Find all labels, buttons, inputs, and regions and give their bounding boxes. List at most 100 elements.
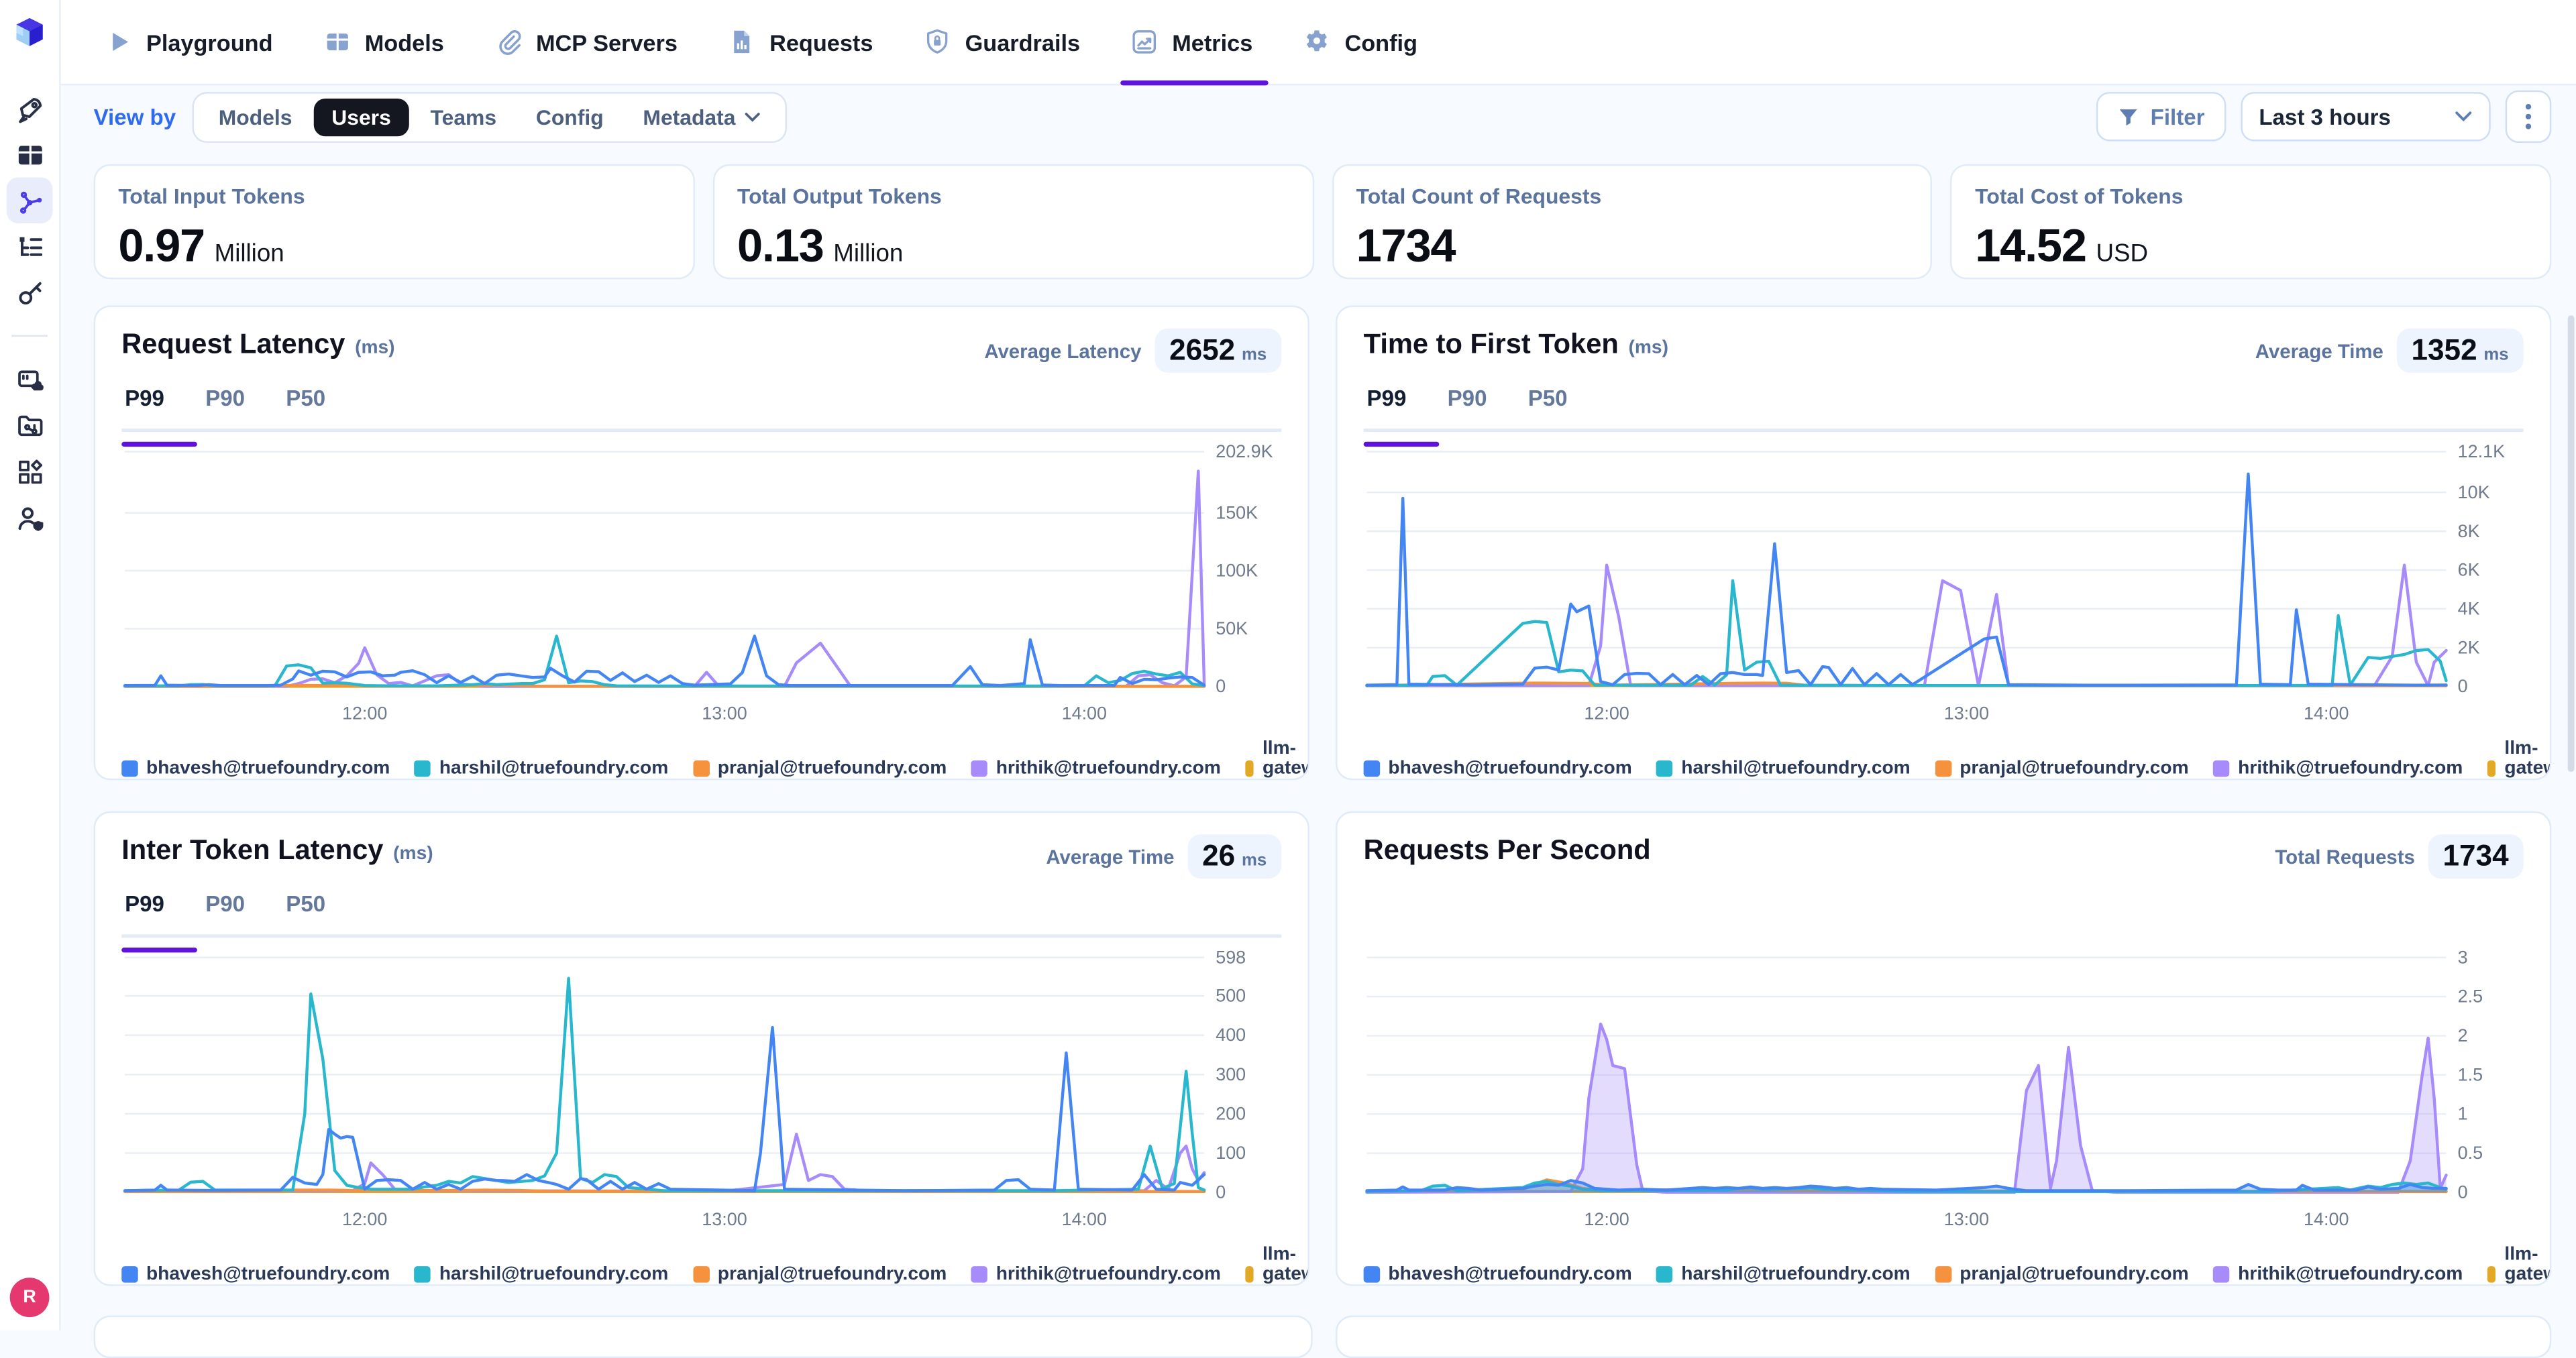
legend-swatch bbox=[1935, 760, 1951, 777]
nav-guardrails[interactable]: Guardrails bbox=[924, 0, 1080, 84]
chart-legend: bhavesh@truefoundry.com harshil@truefound… bbox=[1363, 739, 2550, 779]
nav-config[interactable]: Config bbox=[1303, 0, 1417, 84]
area-chart: 0 0.5 1 1.5 2 2.5 3 12:00 13:00 14:00 bbox=[1364, 943, 2524, 1232]
tab-p50[interactable]: P50 bbox=[1527, 386, 1568, 411]
legend-item[interactable]: bhavesh@truefoundry.com bbox=[1363, 1265, 1632, 1284]
svg-text:2: 2 bbox=[2458, 1025, 2468, 1045]
tab-p90[interactable]: P90 bbox=[205, 891, 246, 917]
legend-item[interactable]: pranjal@truefoundry.com bbox=[1935, 758, 2189, 779]
average-stat-pill: Average Time 1352 ms bbox=[2255, 328, 2524, 373]
models-grid-icon bbox=[327, 33, 348, 50]
folder-flow-icon[interactable] bbox=[7, 402, 53, 449]
svg-text:14:00: 14:00 bbox=[2304, 703, 2349, 724]
svg-text:14:00: 14:00 bbox=[2304, 1209, 2349, 1229]
legend-swatch bbox=[2487, 760, 2497, 777]
nav-metrics[interactable]: Metrics bbox=[1121, 0, 1269, 85]
legend-item[interactable]: pranjal@truefoundry.com bbox=[1935, 1264, 2189, 1285]
svg-text:12:00: 12:00 bbox=[1584, 703, 1629, 724]
paperclip-icon bbox=[499, 30, 522, 55]
svg-text:0.5: 0.5 bbox=[2458, 1143, 2483, 1163]
legend-item[interactable]: llm-gateway-tester bbox=[1245, 1245, 1307, 1284]
user-shield-icon[interactable] bbox=[7, 494, 53, 541]
chart-title: Time to First Token bbox=[1363, 328, 1619, 360]
nav-requests[interactable]: Requests bbox=[729, 0, 873, 84]
app-logo[interactable] bbox=[10, 11, 50, 51]
legend-item[interactable]: harshil@truefoundry.com bbox=[415, 1265, 668, 1284]
apps-diamond-icon[interactable] bbox=[7, 449, 53, 495]
svg-text:2K: 2K bbox=[2458, 637, 2480, 657]
legend-item[interactable]: bhavesh@truefoundry.com bbox=[121, 1265, 390, 1284]
legend-item[interactable]: hrithik@truefoundry.com bbox=[971, 1265, 1221, 1284]
legend-swatch bbox=[1245, 760, 1254, 777]
legend-item[interactable]: harshil@truefoundry.com bbox=[415, 758, 668, 779]
svg-text:100K: 100K bbox=[1216, 561, 1258, 581]
line-chart: 0 100 200 300 400 500 598 12:00 13:00 14:00 bbox=[121, 943, 1281, 1232]
legend-item[interactable]: hrithik@truefoundry.com bbox=[971, 758, 1221, 779]
legend-item[interactable]: llm-gateway-tester bbox=[2487, 739, 2550, 779]
kebab-menu-icon bbox=[2525, 104, 2532, 129]
filter-button[interactable]: Filter bbox=[2096, 92, 2226, 142]
segment-metadata[interactable]: Metadata bbox=[625, 98, 778, 135]
chart-card-partial bbox=[93, 1315, 1313, 1358]
image-cloud-icon[interactable] bbox=[7, 356, 53, 402]
svg-text:202.9K: 202.9K bbox=[1216, 441, 1273, 461]
legend-item[interactable]: bhavesh@truefoundry.com bbox=[1363, 758, 1632, 779]
more-options-button[interactable] bbox=[2505, 90, 2552, 144]
legend-item[interactable]: hrithik@truefoundry.com bbox=[2213, 758, 2463, 779]
svg-text:0: 0 bbox=[1216, 676, 1226, 696]
legend-swatch bbox=[1245, 1266, 1254, 1283]
legend-item[interactable]: harshil@truefoundry.com bbox=[1656, 1265, 1911, 1284]
tab-p50[interactable]: P50 bbox=[286, 386, 326, 411]
stat-card-output-tokens: Total Output Tokens 0.13 Million bbox=[712, 164, 1313, 280]
tab-p90[interactable]: P90 bbox=[1447, 386, 1487, 411]
legend-swatch bbox=[971, 760, 988, 777]
svg-text:8K: 8K bbox=[2458, 521, 2480, 541]
user-avatar[interactable]: R bbox=[9, 1278, 50, 1318]
play-icon bbox=[113, 32, 129, 51]
legend-item[interactable]: harshil@truefoundry.com bbox=[1656, 758, 1911, 779]
legend-item[interactable]: llm-gateway-tester bbox=[1245, 739, 1307, 779]
network-hub-icon[interactable] bbox=[6, 177, 53, 224]
legend-label: bhavesh@truefoundry.com bbox=[1388, 758, 1632, 779]
tab-p99[interactable]: P99 bbox=[121, 892, 198, 953]
legend-item[interactable]: bhavesh@truefoundry.com bbox=[121, 758, 390, 779]
rocket-icon[interactable] bbox=[7, 85, 53, 131]
svg-text:1.5: 1.5 bbox=[2458, 1064, 2483, 1084]
segment-models[interactable]: Models bbox=[218, 104, 292, 129]
time-range-select[interactable]: Last 3 hours bbox=[2241, 92, 2491, 142]
chart-card-request-latency: Request Latency (ms) Average Latency 2652 m… bbox=[93, 305, 1309, 781]
legend-item[interactable]: hrithik@truefoundry.com bbox=[2213, 1265, 2463, 1284]
table-icon[interactable] bbox=[7, 131, 53, 178]
svg-text:150K: 150K bbox=[1216, 502, 1258, 522]
tree-list-icon[interactable] bbox=[7, 223, 53, 270]
tab-p90[interactable]: P90 bbox=[205, 386, 246, 411]
svg-text:10K: 10K bbox=[2458, 482, 2490, 502]
legend-label: llm-gateway-tester bbox=[1262, 739, 1307, 779]
legend-label: harshil@truefoundry.com bbox=[1681, 758, 1911, 779]
tab-p99[interactable]: P99 bbox=[121, 386, 198, 447]
legend-item[interactable]: llm-gateway-tester bbox=[2487, 1245, 2550, 1284]
legend-swatch bbox=[2213, 760, 2230, 777]
segment-config[interactable]: Config bbox=[535, 104, 604, 129]
legend-item[interactable]: pranjal@truefoundry.com bbox=[693, 758, 947, 779]
svg-text:6K: 6K bbox=[2458, 560, 2480, 580]
chevron-down-icon bbox=[2455, 111, 2472, 122]
chart-legend: bhavesh@truefoundry.com harshil@truefound… bbox=[1363, 1245, 2550, 1285]
scrollbar-thumb[interactable] bbox=[2567, 315, 2575, 773]
nav-playground[interactable]: Playground bbox=[105, 0, 273, 84]
segment-users[interactable]: Users bbox=[313, 97, 409, 136]
nav-models[interactable]: Models bbox=[323, 0, 444, 84]
key-icon[interactable] bbox=[7, 270, 53, 316]
filter-toolbar: View by Models Users Teams Config Metada… bbox=[59, 85, 2576, 148]
legend-label: pranjal@truefoundry.com bbox=[1960, 1264, 2189, 1285]
tab-p50[interactable]: P50 bbox=[286, 891, 326, 917]
shield-lock-icon bbox=[927, 29, 949, 54]
chart-title: Requests Per Second bbox=[1363, 834, 1651, 866]
legend-item[interactable]: pranjal@truefoundry.com bbox=[693, 1265, 947, 1284]
legend-swatch bbox=[415, 760, 431, 777]
segment-teams[interactable]: Teams bbox=[430, 104, 497, 129]
nav-mcp-servers[interactable]: MCP Servers bbox=[495, 0, 678, 84]
svg-text:0: 0 bbox=[2458, 1182, 2468, 1202]
stat-card-request-count: Total Count of Requests 1734 bbox=[1331, 164, 1933, 280]
tab-p99[interactable]: P99 bbox=[1363, 386, 1440, 447]
